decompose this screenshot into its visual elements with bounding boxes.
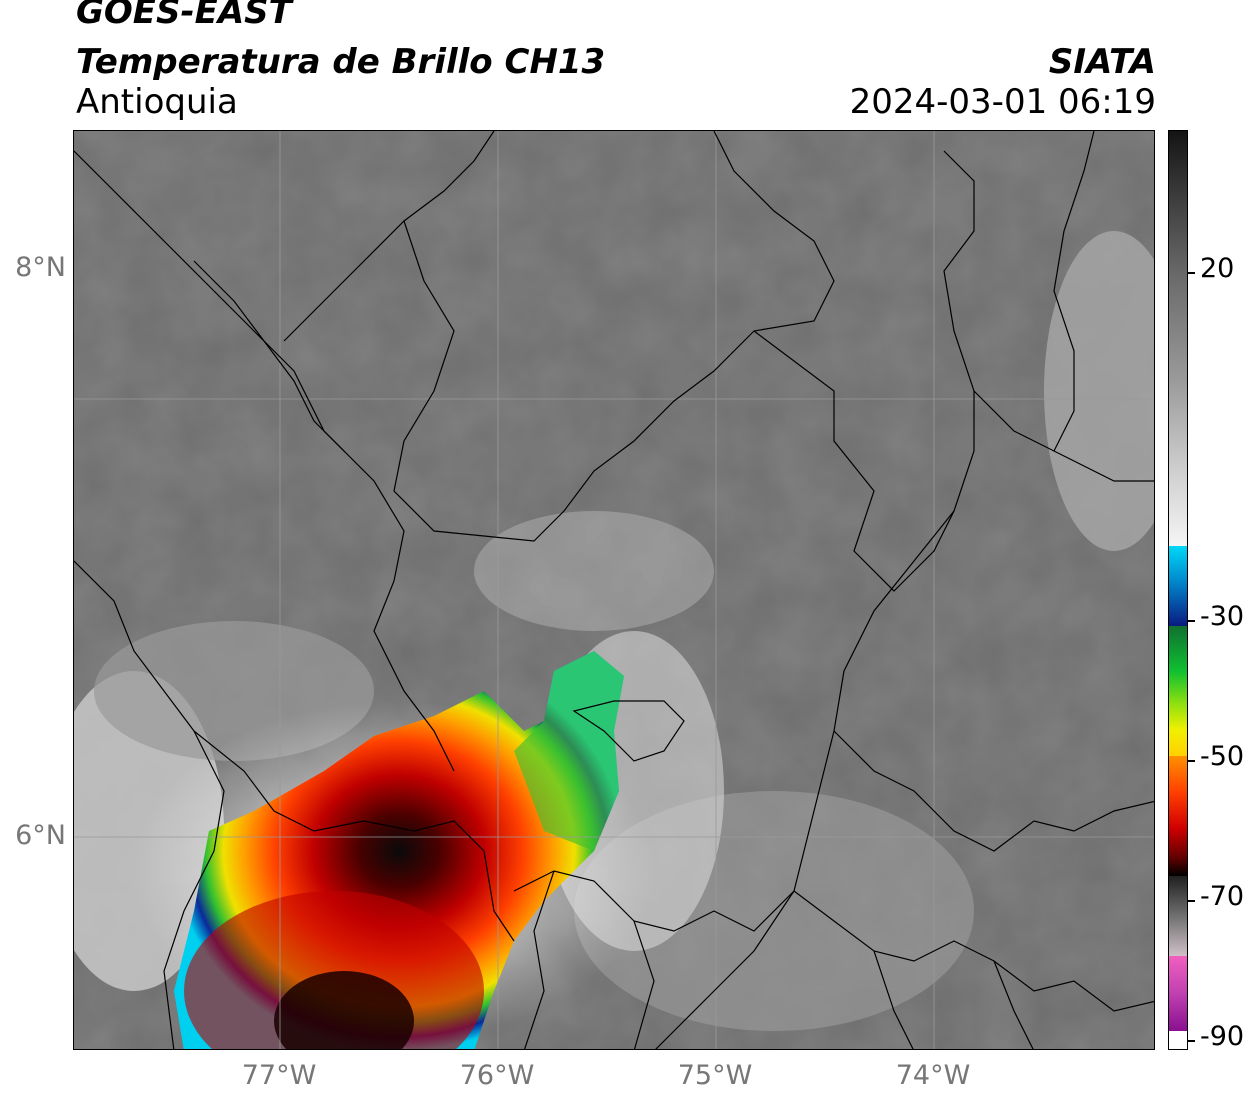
lon-label-76w: 76°W bbox=[459, 1060, 535, 1091]
lon-label-74w: 74°W bbox=[895, 1060, 971, 1091]
colorbar-label-minus90: -90 bbox=[1200, 1021, 1245, 1052]
lat-label-8n: 8°N bbox=[15, 252, 66, 283]
lon-label-75w: 75°W bbox=[677, 1060, 753, 1091]
colorbar-orange-red bbox=[1169, 756, 1187, 876]
lat-label-6n: 6°N bbox=[15, 820, 66, 851]
lon-label-77w: 77°W bbox=[241, 1060, 317, 1091]
title-datetime: 2024-03-01 06:19 bbox=[849, 82, 1156, 122]
colorbar-green-yellow bbox=[1169, 626, 1187, 756]
colorbar-white bbox=[1169, 1031, 1187, 1049]
colorbar-label-minus70: -70 bbox=[1200, 881, 1245, 912]
colorbar-label-20: 20 bbox=[1200, 253, 1235, 284]
map-panel bbox=[73, 130, 1155, 1050]
title-satellite: GOES-EAST bbox=[76, 0, 292, 32]
title-organization: SIATA bbox=[1048, 42, 1156, 82]
colorbar-label-minus30: -30 bbox=[1200, 601, 1245, 632]
colorbar-gray-ramp bbox=[1169, 131, 1187, 546]
colorbar-cyan-blue bbox=[1169, 546, 1187, 626]
title-product: Temperatura de Brillo CH13 bbox=[76, 42, 606, 82]
title-region: Antioquia bbox=[76, 82, 238, 122]
colorbar bbox=[1168, 130, 1188, 1050]
border-lines bbox=[74, 131, 1154, 1049]
colorbar-label-minus50: -50 bbox=[1200, 741, 1245, 772]
grid-lines bbox=[74, 131, 1154, 1049]
map-image bbox=[74, 131, 1154, 1049]
colorbar-dark-grays bbox=[1169, 876, 1187, 956]
colorbar-magenta bbox=[1169, 956, 1187, 1031]
